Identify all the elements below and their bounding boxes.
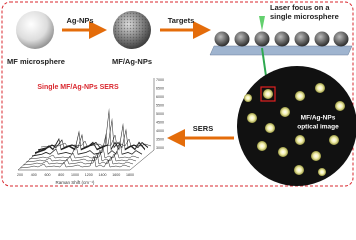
laser-label: Laser focus on a xyxy=(270,3,330,12)
arrow-label: Ag-NPs xyxy=(66,16,93,25)
x-tick-label: 800 xyxy=(58,173,64,177)
y-tick-label: 4500 xyxy=(156,120,164,124)
image-label: MF/Ag-NPs xyxy=(301,115,336,122)
highlight-box xyxy=(260,86,276,102)
laser-label: single microsphere xyxy=(270,12,339,21)
x-tick-label: 1800 xyxy=(126,173,134,177)
spectra-plot xyxy=(17,78,155,171)
laser xyxy=(259,16,265,31)
x-tick-label: 1600 xyxy=(112,173,120,177)
arrow-label: Targets xyxy=(168,16,195,25)
x-tick-label: 200 xyxy=(17,173,23,177)
arrow-label: SERS xyxy=(193,124,213,133)
x-tick-label: 1200 xyxy=(85,173,93,177)
y-tick-label: 6000 xyxy=(156,95,164,99)
image-label: optical image xyxy=(297,124,339,131)
substrate xyxy=(209,45,353,56)
coated-label: MF/Ag-NPs xyxy=(112,57,152,66)
y-tick-label: 5500 xyxy=(156,103,164,107)
sphere-row xyxy=(214,31,349,47)
y-tick-label: 6500 xyxy=(156,86,164,90)
frame xyxy=(1,1,354,187)
page: MF microsphere Ag-NPs MF/Ag-NPs Targets … xyxy=(1,1,356,187)
y-tick-label: 3000 xyxy=(156,146,164,150)
x-tick-label: 1400 xyxy=(99,173,107,177)
y-tick-label: 3500 xyxy=(156,137,164,141)
y-tick-label: 5000 xyxy=(156,112,164,116)
x-tick-label: 600 xyxy=(45,173,51,177)
figure: MF microsphere Ag-NPs MF/Ag-NPs Targets … xyxy=(1,1,356,187)
x-tick-label: 1000 xyxy=(71,173,79,177)
plot-title: Single MF/Ag-NPs SERS xyxy=(37,84,119,91)
ticks: 200 400 600 800 1000 1200 1400 1600 1800 3000 3500… xyxy=(17,78,164,177)
particles xyxy=(244,83,345,176)
microsphere xyxy=(16,11,54,49)
y-tick-label: 4000 xyxy=(156,129,164,133)
x-axis-label: Raman Shift (cm⁻¹) xyxy=(56,180,95,185)
x-tick-label: 400 xyxy=(31,173,37,177)
texture xyxy=(113,11,151,49)
y-tick-label: 7000 xyxy=(156,78,164,82)
microsphere-label: MF microsphere xyxy=(7,57,65,66)
